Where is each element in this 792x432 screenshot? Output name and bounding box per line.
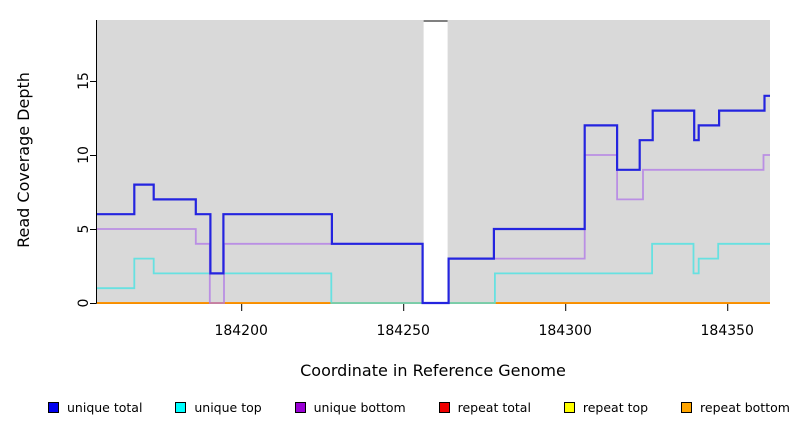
legend-swatch-repeat-total [438,401,450,413]
legend-swatch-unique-bottom [294,401,306,413]
x-axis-title: Coordinate in Reference Genome [300,361,566,380]
legend-swatch-unique-top [175,401,187,413]
legend-item-unique-bottom: unique bottom [294,399,406,415]
legend-item-unique-top: unique top [175,399,262,415]
y-tick-label: 10 [76,146,92,164]
x-tick-label: 184200 [214,323,267,339]
legend-swatch-repeat-bottom [681,401,693,413]
legend-item-unique-total: unique total [48,400,142,415]
series-unique-top [97,242,770,304]
x-tick-label: 184300 [538,323,591,339]
legend-label: repeat total [457,399,531,415]
y-axis-title: Read Coverage Depth [14,72,33,248]
legend: unique total unique top unique bottom repea… [48,398,790,416]
legend-item-repeat-top: repeat top [563,399,649,415]
y-tick-label: 0 [76,299,92,308]
y-tick-label: 15 [76,72,92,90]
legend-label: repeat top [582,399,649,415]
series-unique-total [97,94,770,305]
legend-swatch-unique-total [48,401,59,413]
legend-label: unique bottom [313,399,406,415]
x-tick-label: 184350 [701,323,754,339]
coverage-gap-band [423,20,448,303]
x-tick-label: 184250 [376,323,429,339]
legend-item-repeat-bottom: repeat bottom [681,400,790,415]
legend-label: repeat bottom [700,399,790,415]
legend-swatch-repeat-top [563,401,575,413]
y-tick-label: 5 [76,225,92,234]
legend-item-repeat-total: repeat total [438,399,531,415]
legend-label: unique top [194,399,262,415]
legend-label: unique total [67,399,143,415]
